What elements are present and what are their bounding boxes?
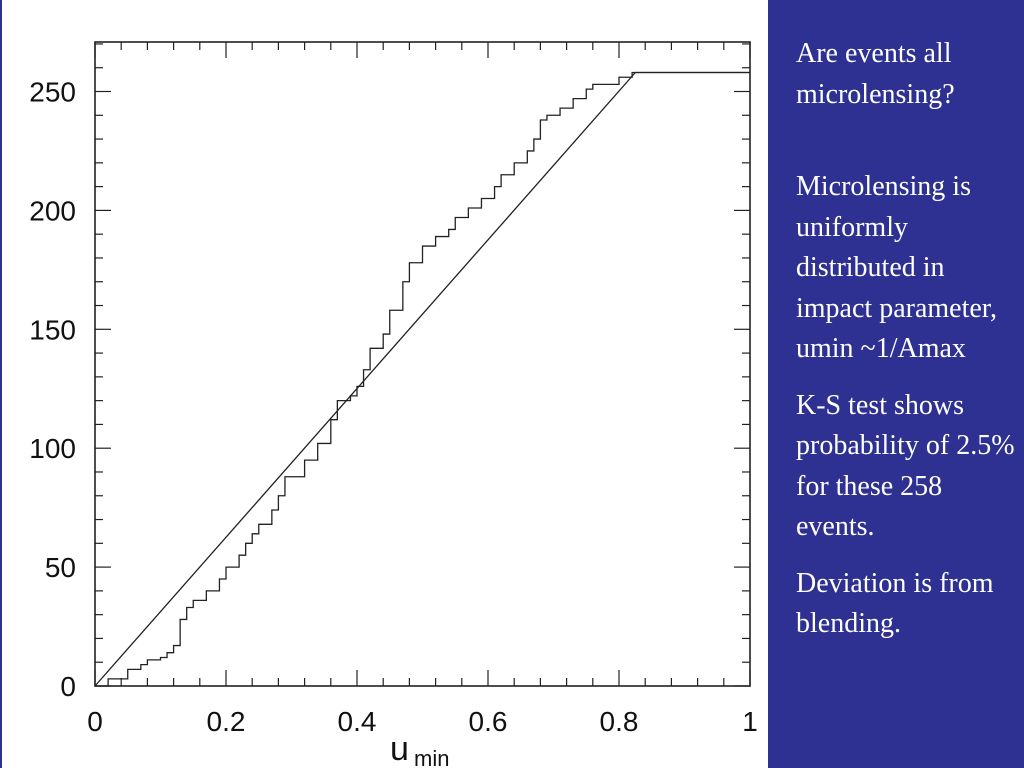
x-tick-label: 0.2 bbox=[207, 706, 246, 737]
x-tick-label: 0.4 bbox=[338, 706, 377, 737]
x-tick-label: 1 bbox=[742, 706, 758, 737]
y-tick-label: 100 bbox=[29, 433, 76, 464]
x-axis-title-subscript: min bbox=[414, 746, 449, 768]
cumulative-umin-chart: 0 0.2 0.4 0.6 0.8 1 0 50 100 150 200 250 u min bbox=[29, 41, 758, 768]
y-tick-label: 250 bbox=[29, 77, 76, 108]
bullet-question: Are events all microlensing? bbox=[796, 38, 955, 110]
plot-panel: 0 0.2 0.4 0.6 0.8 1 0 50 100 150 200 250 u min bbox=[2, 0, 768, 768]
y-tick-label: 50 bbox=[45, 552, 76, 583]
uniform-expectation-series bbox=[94, 71, 750, 687]
y-tick-label: 200 bbox=[29, 195, 76, 226]
slide-text: Are events all microlensing? Microlensin… bbox=[796, 34, 1018, 645]
x-tick-label: 0.8 bbox=[600, 706, 639, 737]
bullet-blending: Deviation is from blending. bbox=[796, 567, 994, 640]
plot-frame bbox=[94, 41, 751, 687]
x-tick-label: 0 bbox=[87, 706, 103, 737]
y-tick-label: 150 bbox=[29, 314, 76, 345]
bullet-uniform: Microlensing is uniformly distributed in… bbox=[796, 171, 997, 364]
y-tick-label: 0 bbox=[60, 671, 76, 702]
observed-cumulative-series bbox=[95, 71, 750, 687]
x-tick-label: 0.6 bbox=[469, 706, 508, 737]
x-axis-title: u bbox=[390, 730, 409, 768]
bullet-ks-test: K-S test shows probability of 2.5% for t… bbox=[796, 389, 1015, 543]
